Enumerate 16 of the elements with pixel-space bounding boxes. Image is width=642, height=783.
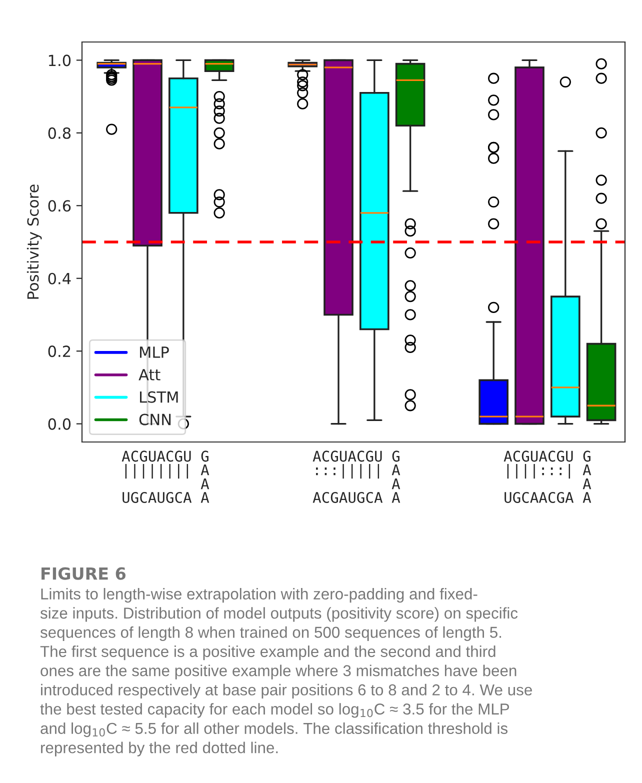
y-tick-label: 0.0	[48, 418, 71, 430]
y-tick-label: 0.6	[48, 200, 71, 212]
legend-label: MLP	[140, 346, 169, 358]
y-tick-label: 1.0	[48, 54, 71, 66]
x-tick-label: ACGUACGU G :::||||| A A ACGAUGCA A	[312, 450, 400, 504]
legend-label: LSTM	[140, 391, 178, 403]
y-tick-label: 0.4	[48, 272, 71, 284]
legend-label: Att	[138, 369, 160, 380]
y-tick-label: 0.2	[48, 346, 70, 358]
y-axis-title: Positivity Score	[26, 184, 42, 299]
legend-label: CNN	[139, 414, 171, 426]
text: Limits to length-wise extrapolation with zero-padding and fixed- size inputs. Distribution of model outputs (positivity score) on specific sequences of length 8 when trained on 500 sequences of length 5. The first sequence is a positive example and the second and third ones are the same positive example where 3 mismatches have been introduced respectively at base pair positions 6 to 8 and 2 to 4. We use the best tested capacity for each model so log$_{10}$C ≈ 3.5 for the MLP and log$_{10}$C ≈ 5.5 for all other models. The classification threshold is represented by the red dotted line.	[40, 588, 532, 756]
x-tick-label: ACGUACGU G |||||||| A A UGCAUGCA A	[122, 450, 210, 504]
caption: FIGURE 6	[42, 567, 126, 580]
y-tick-label: 0.8	[48, 127, 71, 139]
x-tick-label: ACGUACGU G ||||:::| A A UGCAACGA A	[504, 450, 592, 504]
